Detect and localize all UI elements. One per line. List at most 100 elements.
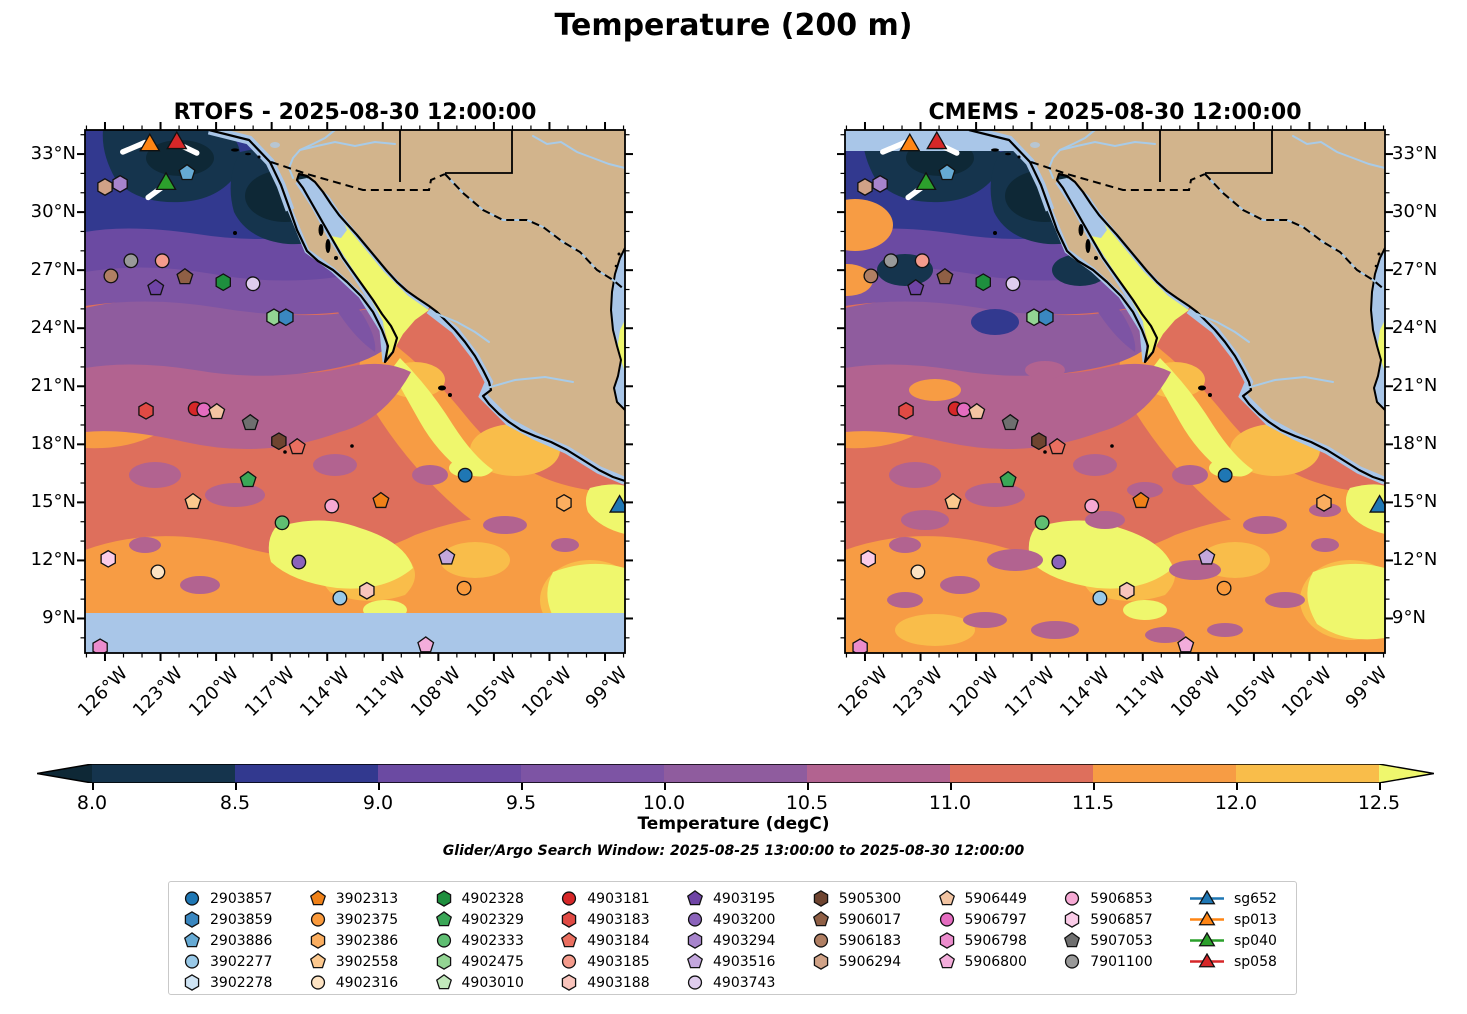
legend-item: 5907053 — [1063, 930, 1189, 951]
colorbar-segment — [807, 764, 950, 783]
colorbar-under-arrow — [37, 764, 92, 783]
legend-item: sp013 — [1189, 909, 1296, 930]
float-marker-icon-4903184 — [1048, 437, 1066, 455]
glider-legend-marker-icon — [1190, 911, 1224, 926]
float-marker-icon-5906853 — [1084, 498, 1100, 514]
float-marker-icon-3902277 — [1092, 590, 1108, 606]
lon-tick-label: 117°W — [240, 663, 299, 722]
float-legend-marker-icon — [184, 932, 200, 948]
float-marker-icon-4903184 — [288, 437, 306, 455]
float-marker-icon-4902329 — [239, 470, 257, 488]
float-marker-icon-4902333 — [1034, 515, 1050, 531]
colorbar-tick — [807, 783, 809, 790]
colorbar-tick-label: 11.5 — [1071, 792, 1115, 814]
float-legend-marker-icon — [813, 933, 828, 948]
legend-label: 4903185 — [587, 953, 650, 970]
float-marker-icon-2903857 — [1217, 467, 1233, 483]
rtofs-map — [77, 122, 633, 661]
legend-item: 2903886 — [183, 930, 309, 951]
float-legend-marker-icon — [687, 953, 703, 969]
legend-column: 2903857 2903859 2903886 3902277 3902278 — [183, 888, 309, 994]
lon-tick-label: 123°W — [889, 663, 948, 722]
float-marker-icon-4903183 — [138, 401, 154, 420]
lat-tick-label: 33°N — [1392, 143, 1438, 165]
colorbar-segment — [950, 764, 1093, 783]
cmems-panel-title: CMEMS - 2025-08-30 12:00:00 — [928, 100, 1302, 125]
colorbar-segment — [92, 764, 235, 783]
legend-item: 4902329 — [435, 909, 561, 930]
float-marker-icon-4903195 — [147, 278, 165, 296]
float-legend-marker-icon — [812, 911, 829, 927]
lon-tick-label: 120°W — [944, 663, 1003, 722]
float-legend-marker-icon — [310, 932, 325, 949]
colorbar-tick-label: 11.0 — [928, 792, 972, 814]
float-marker-icon-2903859 — [1038, 308, 1054, 327]
glider-marker-icon-sp013 — [139, 132, 161, 152]
colorbar-tick — [92, 783, 94, 790]
legend-item: 7901100 — [1063, 951, 1189, 972]
float-marker-icon-5907053 — [1001, 413, 1019, 431]
glider-legend-marker-icon — [1190, 953, 1224, 968]
colorbar-tick — [378, 783, 380, 790]
float-marker-icon-5906017 — [936, 267, 954, 285]
legend-label: 3902386 — [335, 932, 399, 949]
legend-label: 5906800 — [964, 953, 1027, 970]
legend-item: 5906017 — [812, 909, 938, 930]
float-legend-marker-icon — [562, 891, 577, 906]
legend-item: sg652 — [1189, 888, 1296, 909]
glider-marker-icon-sp013 — [899, 132, 921, 152]
float-legend-marker-icon — [813, 953, 828, 970]
float-legend-marker-icon — [309, 890, 326, 906]
float-marker-icon-4903195 — [907, 278, 925, 296]
legend: 2903857 2903859 2903886 3902277 3902278 39023… — [168, 881, 1297, 995]
float-marker-icon-3902313 — [372, 491, 390, 509]
glider-marker-icon-sp058 — [166, 130, 188, 150]
float-legend-marker-icon — [436, 953, 451, 970]
float-legend-marker-icon — [435, 974, 452, 990]
legend-item: 4903516 — [686, 951, 812, 972]
legend-item: 3902375 — [309, 909, 435, 930]
float-legend-marker-icon — [184, 954, 200, 969]
float-marker-icon-4902328 — [975, 273, 991, 292]
float-legend-marker-icon — [813, 890, 828, 907]
float-legend-marker-icon — [1065, 954, 1080, 969]
map-frame — [844, 129, 1386, 654]
legend-item: 4903184 — [560, 930, 686, 951]
colorbar-title: Temperature (degC) — [637, 814, 830, 834]
float-marker-icon-7901100 — [883, 253, 899, 269]
float-legend-marker-icon — [687, 890, 703, 906]
colorbar-tick-label: 12.5 — [1357, 792, 1401, 814]
legend-item: 4902316 — [309, 972, 435, 993]
float-marker-icon-4903185 — [914, 253, 930, 269]
lat-tick-label: 9°N — [42, 607, 76, 629]
float-marker-icon-5906183 — [863, 268, 879, 284]
legend-item: 5906183 — [812, 930, 938, 951]
legend-column: sg652 sp013 sp040 sp058 — [1189, 888, 1296, 994]
float-legend-marker-icon — [309, 953, 326, 969]
float-marker-icon-5905300 — [271, 432, 287, 451]
colorbar-tick-label: 12.0 — [1214, 792, 1258, 814]
colorbar-tick-label: 9.5 — [505, 792, 537, 814]
legend-item: 3902386 — [309, 930, 435, 951]
float-marker-icon-7901100 — [123, 253, 139, 269]
float-marker-icon-2903859 — [278, 308, 294, 327]
float-marker-icon-4902316 — [150, 564, 166, 580]
legend-item: 2903857 — [183, 888, 309, 909]
float-marker-icon-4903743 — [1005, 276, 1021, 292]
legend-label: 3902277 — [210, 953, 273, 970]
float-marker-icon-5906798 — [92, 638, 108, 653]
float-marker-icon-5906183 — [103, 268, 119, 284]
legend-label: 4903294 — [713, 932, 776, 949]
float-marker-icon-3902386 — [556, 493, 572, 512]
lon-tick-label: 108°W — [1167, 663, 1226, 722]
float-marker-icon-5906017 — [176, 267, 194, 285]
legend-label: 5907053 — [1090, 932, 1153, 949]
colorbar-tick — [521, 783, 523, 790]
legend-label: 4903516 — [713, 953, 776, 970]
legend-label: 7901100 — [1090, 953, 1153, 970]
legend-label: sp040 — [1234, 932, 1277, 949]
legend-label: sp058 — [1234, 953, 1277, 970]
colorbar-tick-label: 10.0 — [642, 792, 686, 814]
float-legend-marker-icon — [184, 891, 200, 906]
